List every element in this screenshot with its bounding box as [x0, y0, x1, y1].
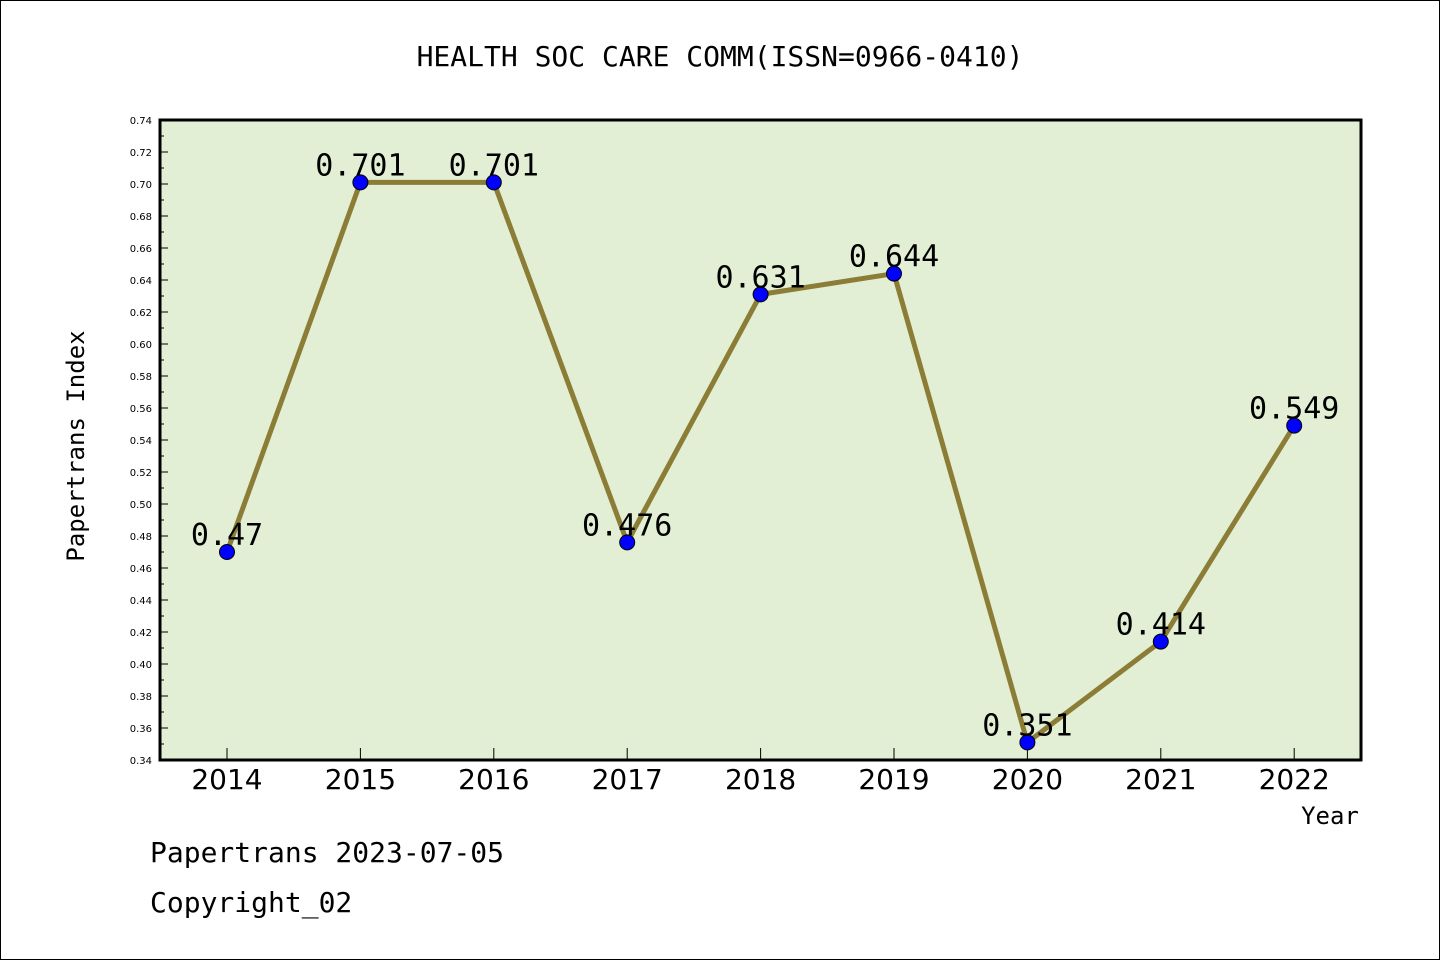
plot-area: [160, 120, 1361, 760]
x-axis-label: Year: [1301, 802, 1359, 830]
y-tick-label: 0.50: [130, 500, 152, 511]
y-tick-label: 0.52: [130, 468, 152, 479]
data-label: 0.701: [315, 148, 405, 183]
y-tick-label: 0.68: [130, 212, 152, 223]
data-point: [219, 544, 235, 560]
y-tick-label: 0.40: [130, 660, 152, 671]
data-label: 0.549: [1249, 392, 1339, 427]
y-tick-label: 0.44: [130, 596, 152, 607]
data-point: [485, 174, 502, 191]
x-axis: 2014 2015 2016 2017 2018 2019 2020 2021 2022: [191, 748, 1330, 796]
x-tick-label: 2014: [191, 763, 262, 796]
plot-border: [158, 118, 1363, 762]
y-tick-label: 0.70: [130, 180, 152, 191]
data-label: 0.476: [582, 508, 672, 543]
y-tick-label: 0.72: [130, 148, 152, 159]
x-tick-label: 2017: [592, 763, 663, 796]
data-label: 0.414: [1116, 608, 1206, 643]
y-tick-label: 0.58: [130, 372, 152, 383]
footer-copyright: Copyright_02: [150, 886, 353, 919]
y-tick-label: 0.54: [130, 436, 152, 447]
y-tick-label: 0.74: [130, 116, 152, 127]
y-tick-label: 0.36: [130, 724, 152, 735]
y-tick-label: 0.42: [130, 628, 152, 639]
x-tick-label: 2016: [458, 763, 529, 796]
y-tick-label: 0.46: [130, 564, 152, 575]
data-point: [1019, 734, 1036, 751]
x-tick-label: 2022: [1259, 763, 1330, 796]
series-line: 0.47 0.701 0.701 0.476 0.631 0.644 0.351 0.414 0…: [191, 148, 1339, 751]
x-tick-label: 2019: [858, 763, 929, 796]
x-tick-label: 2021: [1125, 763, 1196, 796]
chart-title: HEALTH SOC CARE COMM(ISSN=0966-0410): [417, 40, 1024, 73]
y-tick-label: 0.60: [130, 340, 152, 351]
data-point: [1152, 633, 1169, 650]
data-point: [352, 174, 369, 191]
data-label: 0.701: [449, 148, 539, 183]
y-tick-label: 0.62: [130, 308, 152, 319]
y-axis: 0.34 0.36 0.38 0.40 0.42 0.44 0.46 0.48 0.50 0.52…: [130, 116, 168, 767]
data-label: 0.47: [191, 518, 263, 553]
y-tick-label: 0.34: [130, 756, 152, 767]
data-point: [619, 534, 636, 551]
x-tick-label: 2015: [325, 763, 396, 796]
data-label: 0.644: [849, 240, 939, 275]
y-axis-label: Papertrans Index: [62, 330, 90, 561]
data-point: [886, 265, 902, 282]
data-label: 0.631: [715, 260, 805, 295]
y-tick-label: 0.56: [130, 404, 152, 415]
x-tick-label: 2020: [992, 763, 1063, 796]
data-point: [1286, 417, 1303, 434]
footer-date: Papertrans 2023-07-05: [150, 836, 505, 869]
y-tick-label: 0.48: [130, 532, 152, 543]
data-label: 0.351: [982, 708, 1072, 743]
data-point: [752, 286, 769, 303]
y-tick-label: 0.38: [130, 692, 152, 703]
y-tick-label: 0.64: [130, 276, 152, 287]
y-tick-label: 0.66: [130, 244, 152, 255]
x-tick-label: 2018: [725, 763, 796, 796]
